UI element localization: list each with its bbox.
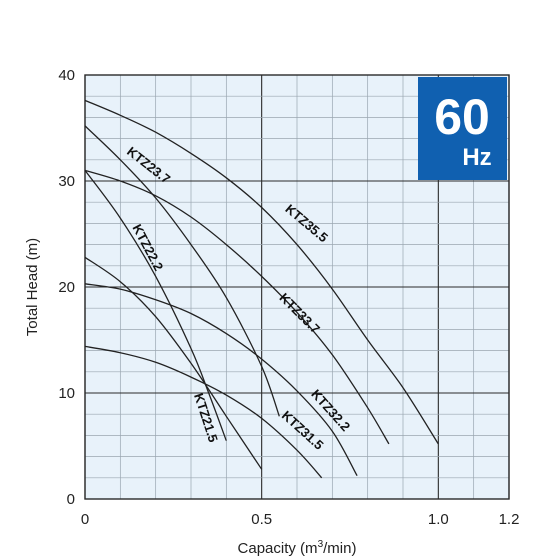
- frequency-badge-unit: Hz: [462, 144, 491, 171]
- x-tick-label: 0: [81, 511, 89, 528]
- x-axis-title: Capacity (m3/min): [238, 539, 357, 557]
- frequency-badge: 60 Hz: [418, 77, 507, 180]
- frequency-badge-box: [418, 77, 507, 180]
- y-tick-label: 40: [58, 67, 75, 84]
- curve-ktz21-5: [84, 256, 263, 470]
- curve-ktz33-7: [84, 169, 390, 445]
- plot-frame: [84, 74, 510, 500]
- performance-curves: [84, 99, 439, 479]
- x-tick-label: 1.0: [428, 511, 449, 528]
- y-tick-label: 0: [67, 491, 75, 508]
- curve-ktz22-2: [84, 170, 227, 441]
- y-axis-title: Total Head (m): [24, 238, 41, 336]
- y-tick-label: 20: [58, 279, 75, 296]
- x-tick-label: 1.2: [499, 511, 520, 528]
- frequency-badge-value: 60: [434, 89, 490, 145]
- tick-labels: 0 0.5 1.0 1.2 0 10 20 30 40: [58, 67, 519, 528]
- y-tick-label: 10: [58, 385, 75, 402]
- y-tick-label: 30: [58, 173, 75, 190]
- x-tick-label: 0.5: [251, 511, 272, 528]
- curve-ktz31-5: [84, 345, 323, 479]
- curve-ktz32-2: [84, 283, 358, 477]
- curve-ktz23-7: [84, 125, 280, 417]
- curve-ktz35-5: [84, 99, 439, 445]
- grid: [84, 74, 510, 500]
